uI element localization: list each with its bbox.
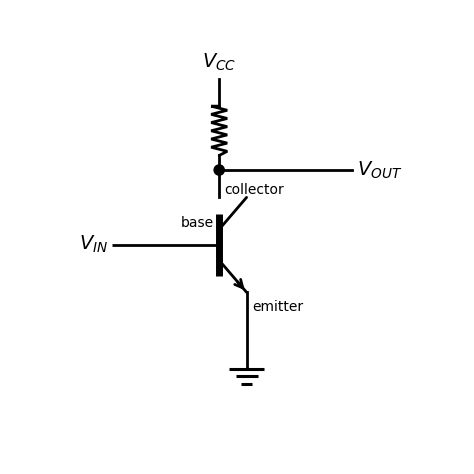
Text: $V_{CC}$: $V_{CC}$ [202, 52, 237, 73]
Text: emitter: emitter [252, 300, 303, 314]
Text: $V_{OUT}$: $V_{OUT}$ [357, 159, 402, 181]
Text: base: base [181, 216, 214, 230]
Text: $V_{IN}$: $V_{IN}$ [79, 234, 108, 255]
Text: collector: collector [225, 183, 284, 197]
Circle shape [214, 165, 224, 175]
